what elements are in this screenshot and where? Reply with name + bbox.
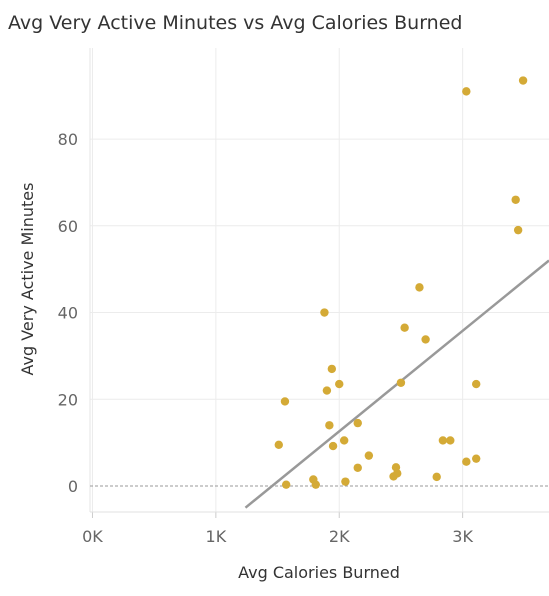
data-point [320, 308, 329, 317]
data-point [421, 335, 430, 344]
data-point [432, 472, 441, 482]
data-point [327, 364, 337, 374]
data-point [446, 436, 455, 445]
data-point [280, 397, 290, 406]
data-point [328, 441, 338, 451]
tick-labels: 0K 1K 2K 3K 0 20 40 60 80 [58, 130, 474, 546]
data-point [322, 386, 332, 395]
axes [89, 48, 549, 518]
data-point [325, 421, 334, 430]
data-point [396, 378, 406, 387]
data-point [353, 418, 362, 428]
x-axis-title: Avg Calories Burned [238, 563, 400, 582]
y-axis-title: Avg Very Active Minutes [18, 183, 37, 376]
y-tick-label: 60 [58, 217, 78, 236]
x-tick-label: 3K [452, 527, 473, 546]
data-point [274, 440, 283, 449]
data-point [353, 463, 362, 472]
y-tick-label: 0 [68, 477, 78, 496]
data-point [513, 225, 523, 235]
y-tick-label: 40 [58, 304, 78, 323]
data-point [281, 480, 291, 489]
y-tick-label: 80 [58, 130, 78, 149]
data-point [518, 76, 528, 85]
data-point [462, 457, 471, 466]
data-point [311, 480, 320, 489]
data-point [335, 379, 344, 389]
data-point [472, 454, 481, 463]
x-tick-label: 2K [329, 527, 350, 546]
data-point [415, 283, 424, 292]
data-point [511, 195, 520, 204]
gridlines [90, 48, 549, 512]
data-point [364, 451, 374, 460]
data-point [339, 436, 349, 445]
data-points [274, 76, 528, 489]
y-tick-label: 20 [58, 390, 78, 409]
data-point [472, 379, 481, 389]
data-point [400, 323, 409, 332]
chart-title: Avg Very Active Minutes vs Avg Calories … [8, 12, 463, 34]
x-tick-label: 1K [206, 527, 227, 546]
data-point [341, 477, 350, 486]
data-point [393, 469, 402, 478]
data-point [438, 436, 448, 445]
x-tick-label: 0K [82, 527, 103, 546]
data-point [462, 87, 471, 96]
